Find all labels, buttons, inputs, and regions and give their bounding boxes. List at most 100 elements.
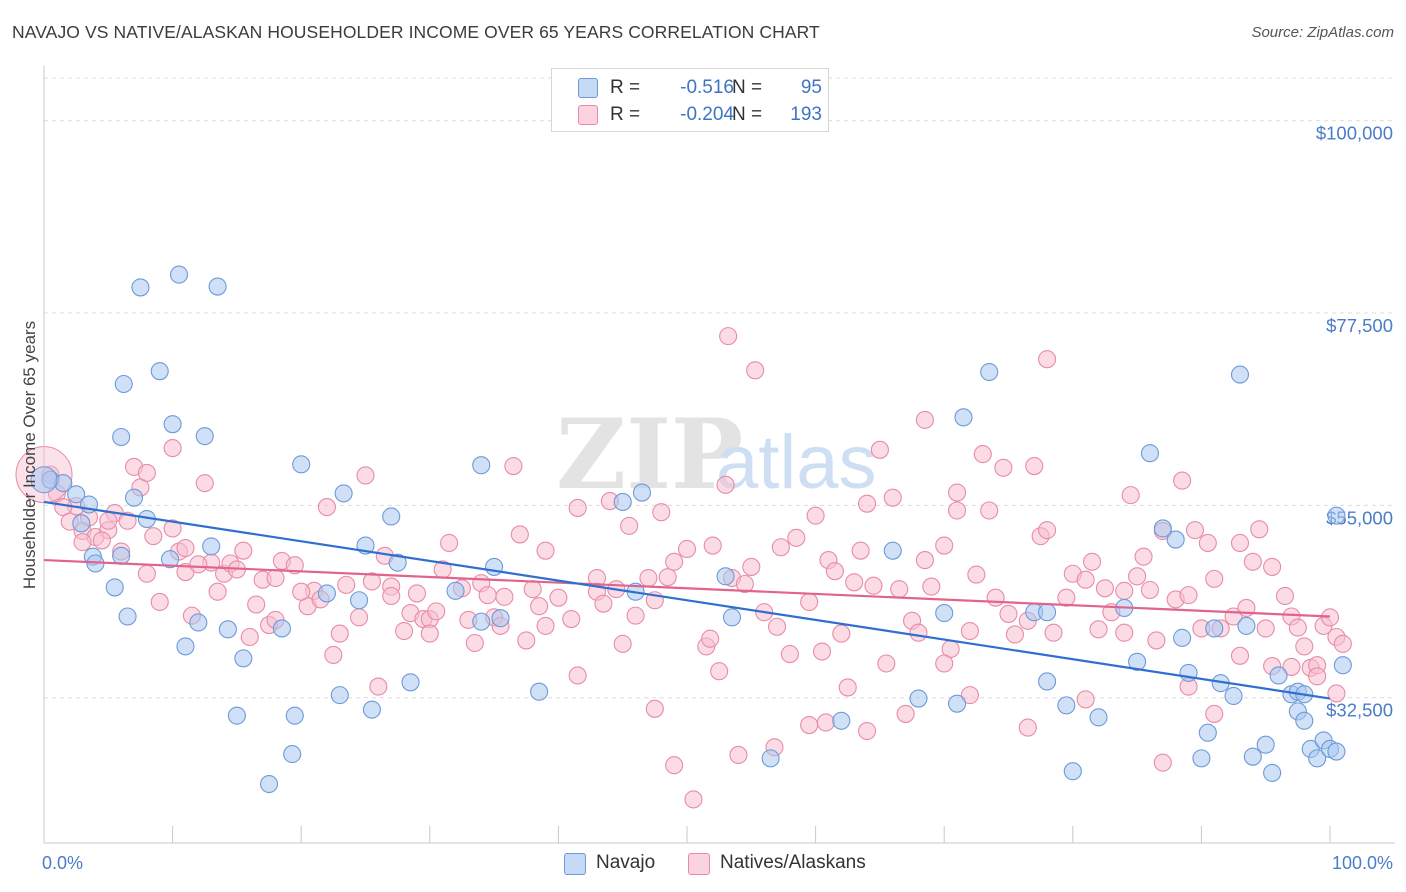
- navajo-point: [491, 609, 510, 628]
- navajo-point: [382, 507, 401, 526]
- natives-point: [92, 531, 111, 550]
- trend-lines: [43, 500, 1331, 700]
- natives-point: [362, 572, 381, 591]
- natives-point: [1018, 718, 1037, 737]
- navajo-point: [163, 415, 182, 434]
- navajo-point: [176, 637, 195, 656]
- natives-point: [208, 582, 227, 601]
- navajo-point: [208, 277, 227, 296]
- navajo-point: [189, 613, 208, 632]
- natives-r-label: R =: [610, 104, 641, 125]
- natives-point: [742, 557, 761, 576]
- natives-point: [960, 621, 979, 641]
- navajo-point: [283, 745, 302, 764]
- natives-point: [1134, 547, 1153, 566]
- navajo-point: [259, 774, 279, 794]
- navajo-r-value: -0.516: [680, 77, 734, 98]
- navajo-point: [169, 265, 189, 284]
- navajo-point: [1224, 686, 1243, 706]
- natives-point: [812, 642, 832, 661]
- navajo-point: [1230, 365, 1250, 384]
- natives-point: [1230, 533, 1250, 553]
- natives-point: [935, 654, 954, 673]
- navajo-point: [1263, 763, 1282, 782]
- navajo-point: [1063, 762, 1082, 781]
- navajo-point: [948, 694, 967, 713]
- navajo-point: [118, 607, 137, 626]
- natives-point: [960, 686, 979, 705]
- navajo-point: [202, 537, 221, 556]
- natives-point: [150, 592, 169, 612]
- natives-point: [234, 541, 253, 560]
- natives-point: [1038, 521, 1057, 540]
- navajo-point: [388, 553, 407, 572]
- natives-n-value: 193: [790, 104, 822, 125]
- natives-point: [163, 519, 182, 538]
- natives-point: [562, 610, 581, 629]
- natives-point: [1295, 637, 1314, 656]
- navajo-point: [1198, 723, 1217, 742]
- natives-point: [395, 621, 414, 641]
- natives-point: [645, 699, 664, 718]
- navajo-n-value: 95: [800, 77, 822, 98]
- natives-point: [324, 645, 343, 665]
- navajo-point: [1038, 672, 1057, 691]
- natives-point: [195, 474, 214, 493]
- navajo-point: [72, 514, 91, 533]
- navajo-point: [1295, 711, 1314, 730]
- natives-point: [1083, 552, 1102, 571]
- natives-point: [864, 576, 883, 595]
- natives-point: [1243, 552, 1262, 571]
- natives-point: [1121, 486, 1140, 505]
- natives-legend-label: Natives/Alaskans: [720, 852, 866, 873]
- natives-point: [1179, 586, 1198, 605]
- natives-point: [176, 539, 195, 558]
- natives-point: [857, 494, 877, 513]
- navajo-point: [883, 541, 902, 560]
- navajo-point: [272, 619, 291, 638]
- natives-point: [1275, 586, 1295, 606]
- natives-point: [440, 533, 459, 553]
- natives-point: [922, 577, 941, 596]
- correlation-legend: R = -0.516 N = 95 R = -0.204 N = 193: [551, 68, 829, 132]
- navajo-point: [218, 620, 237, 639]
- navajo-point: [1333, 656, 1352, 675]
- y-tick-label: $32,500: [1326, 700, 1393, 721]
- natives-point: [613, 634, 632, 653]
- natives-point: [658, 568, 677, 587]
- natives-point: [549, 588, 568, 607]
- natives-point: [1230, 646, 1250, 665]
- natives-point: [137, 463, 156, 482]
- natives-swatch: [578, 105, 598, 125]
- natives-point: [285, 556, 304, 575]
- natives-point: [1327, 684, 1346, 703]
- natives-point: [948, 501, 967, 520]
- natives-point: [1095, 579, 1114, 598]
- navajo-point: [350, 591, 369, 610]
- natives-point: [1256, 619, 1275, 638]
- y-tick-label: $100,000: [1316, 123, 1393, 144]
- natives-point: [536, 616, 555, 635]
- navajo-point: [112, 546, 131, 565]
- natives-point: [973, 445, 992, 464]
- natives-point: [967, 565, 986, 584]
- natives-point: [292, 582, 311, 601]
- natives-point: [845, 573, 864, 592]
- natives-point: [771, 538, 790, 557]
- natives-point: [701, 629, 720, 648]
- natives-point: [1185, 521, 1205, 540]
- natives-point: [935, 536, 954, 555]
- natives-point: [240, 627, 259, 647]
- natives-point: [266, 568, 285, 588]
- natives-point: [980, 501, 999, 520]
- navajo-point: [1192, 749, 1211, 768]
- natives-point: [382, 586, 401, 606]
- navajo-point: [954, 408, 973, 427]
- natives-r-value: -0.204: [680, 104, 734, 125]
- navajo-point: [485, 557, 504, 576]
- navajo-r-label: R =: [610, 77, 641, 98]
- natives-point: [780, 645, 799, 664]
- natives-point: [465, 633, 484, 653]
- natives-point: [330, 624, 349, 643]
- natives-point: [665, 756, 684, 775]
